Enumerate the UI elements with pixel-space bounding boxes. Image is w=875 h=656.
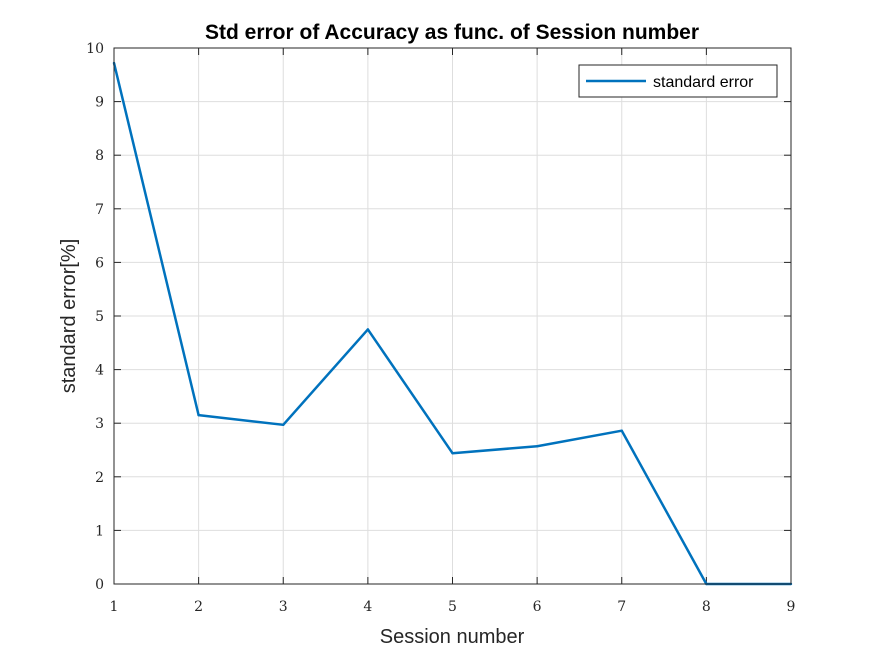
y-tick-label: 10: [86, 41, 104, 57]
legend-label-standard-error: standard error: [653, 74, 754, 91]
x-axis-label: Session number: [380, 626, 525, 648]
x-tick-label: 3: [279, 599, 288, 615]
x-tick-label: 8: [702, 599, 711, 615]
y-tick-label: 8: [95, 148, 104, 164]
x-tick-label: 7: [617, 599, 626, 615]
y-tick-label: 9: [95, 95, 104, 111]
series-layer: [112, 61, 793, 586]
x-tick-label: 9: [787, 599, 796, 615]
x-tick-label: 4: [363, 599, 372, 615]
y-axis-label: standard error[%]: [58, 239, 80, 394]
x-tick-label: 1: [110, 599, 119, 615]
y-tick-label: 3: [95, 416, 104, 432]
x-tick-label: 6: [533, 599, 542, 615]
y-tick-label: 4: [95, 363, 104, 379]
y-tick-label: 1: [95, 523, 104, 539]
data-point: [620, 429, 623, 432]
data-point: [366, 328, 370, 331]
y-tick-label: 0: [95, 577, 104, 593]
data-point: [451, 452, 454, 455]
y-tick-label: 2: [95, 470, 104, 486]
x-tick-label: 5: [448, 599, 457, 615]
plot-frame: [113, 47, 792, 585]
x-tick-label: 2: [194, 599, 203, 615]
y-tick-label: 7: [95, 202, 104, 218]
data-point: [282, 423, 285, 427]
y-tick-label: 6: [95, 255, 104, 271]
data-point: [535, 445, 539, 448]
legend: standard error: [578, 64, 778, 98]
chart-title: Std error of Accuracy as func. of Sessio…: [205, 21, 699, 44]
data-point: [197, 413, 200, 417]
y-tick-label: 5: [95, 309, 104, 325]
